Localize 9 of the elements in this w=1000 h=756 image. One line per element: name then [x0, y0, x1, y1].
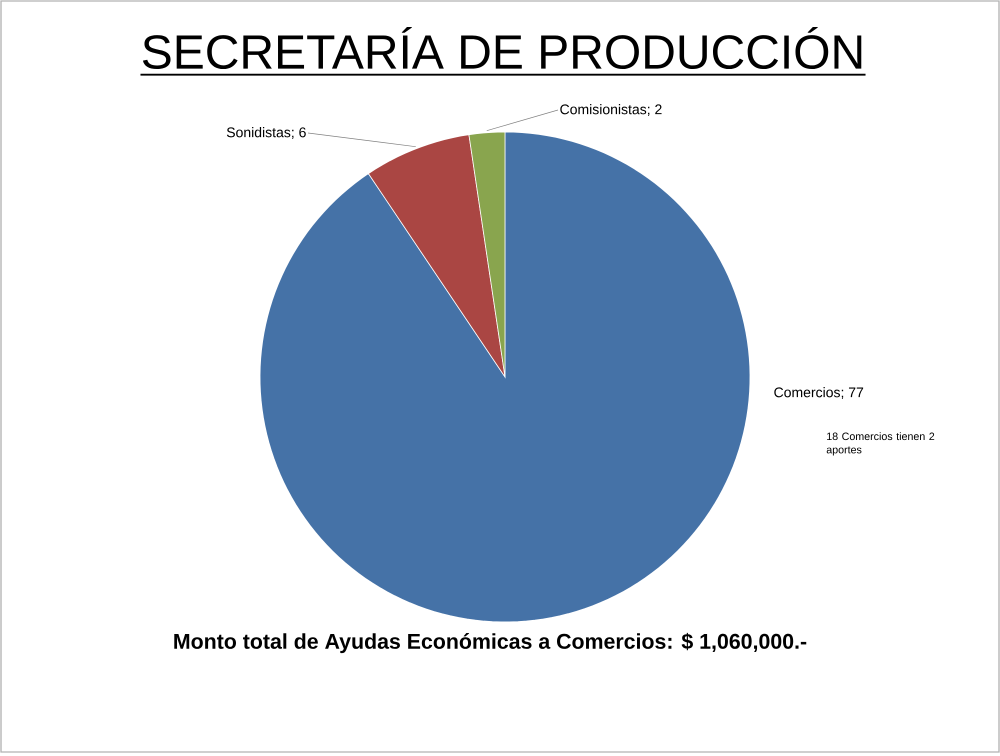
text: Monto total de Ayudas Económicas a Comercios: $ 1,060,000.- — [174, 632, 806, 654]
data-label: ; 77 — [842, 388, 864, 399]
chart-title: SECRETARÍA DE PRODUCCIÓN — [142, 26, 862, 70]
slice-label: Comercios — [774, 387, 840, 398]
data-label: ; 6 — [292, 127, 306, 139]
data-label: ; 2 — [648, 104, 662, 116]
slice-label: Sonidistas — [226, 127, 290, 138]
text: 18 Comercios tienen 2 aportes — [826, 432, 934, 456]
slice-label: Comisionistas — [560, 104, 646, 114]
